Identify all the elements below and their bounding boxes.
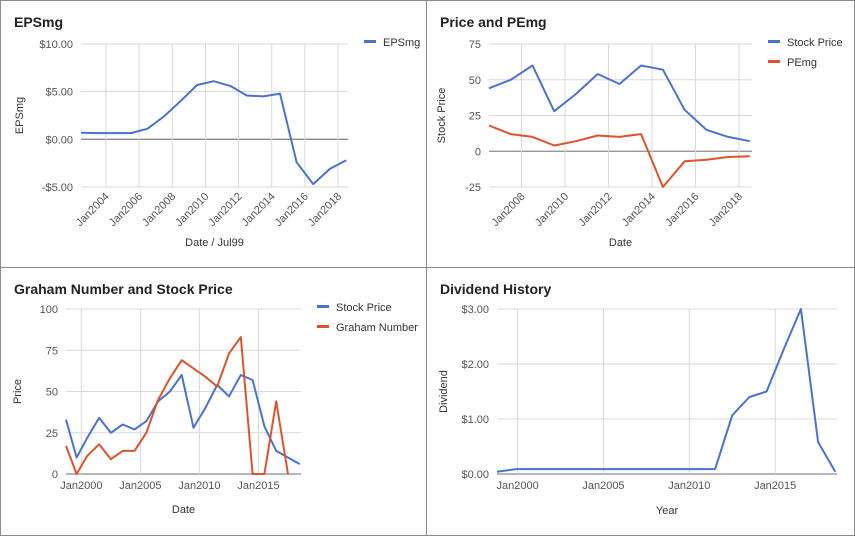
x-tick-label: Jan2014 — [620, 191, 658, 229]
x-tick-label: Jan2010 — [178, 480, 220, 492]
x-tick-label: Jan2016 — [663, 191, 701, 229]
series-line — [65, 374, 301, 465]
legend-label: Stock Price — [787, 37, 843, 49]
chart-panel-eps: EPSmg -$5.00 $0.00 $5.00 $10.00 Jan2004 Jan20… — [0, 0, 427, 268]
x-axis-title: Date — [172, 504, 195, 516]
y-axis-title: EPSmg — [14, 97, 26, 134]
chart-title: Dividend History — [440, 281, 552, 297]
y-tick-label: 50 — [46, 387, 58, 399]
x-axis-title: Date — [609, 237, 632, 249]
x-tick-label: Jan2006 — [107, 191, 145, 229]
x-tick-label: Jan2004 — [74, 191, 112, 229]
y-tick-label: $0.00 — [461, 469, 489, 481]
y-tick-label: -25 — [465, 182, 481, 194]
chart-title: Price and PEmg — [440, 14, 547, 30]
y-tick-label: $1.00 — [461, 414, 489, 426]
x-tick-label: Jan2005 — [582, 480, 624, 492]
y-tick-label: 75 — [46, 345, 58, 357]
x-tick-label: Jan2000 — [60, 480, 102, 492]
x-tick-label: Jan2008 — [489, 191, 527, 229]
y-tick-label: 25 — [469, 111, 481, 123]
x-tick-label: Jan2012 — [576, 191, 614, 229]
legend-label: PEmg — [787, 57, 817, 69]
legend-swatch — [768, 60, 780, 63]
x-tick-label: Jan2018 — [306, 191, 344, 229]
chart-svg-graham: 0 25 50 75 100 Jan2000 Jan2005 Jan2010 Jan2015 Da… — [12, 302, 418, 516]
y-tick-label: $5.00 — [45, 87, 73, 99]
legend-label: Stock Price — [336, 302, 392, 314]
series-line — [488, 124, 750, 188]
x-tick-label: Jan2000 — [496, 480, 538, 492]
legend-swatch — [317, 325, 329, 328]
legend-swatch — [364, 40, 376, 43]
x-axis-title: Year — [656, 505, 679, 517]
y-axis-title: Price — [12, 379, 24, 404]
x-tick-label: Jan2015 — [754, 480, 796, 492]
x-tick-label: Jan2010 — [173, 191, 211, 229]
y-axis-title: Dividend — [438, 370, 450, 413]
legend-label: EPSmg — [383, 37, 420, 49]
x-tick-label: Jan2014 — [239, 191, 277, 229]
chart-svg-dividend: $0.00 $1.00 $2.00 $3.00 Jan2000 Jan2005 Jan201… — [438, 304, 837, 517]
series-line — [80, 80, 347, 186]
x-tick-label: Jan2012 — [206, 191, 244, 229]
y-tick-label: $0.00 — [45, 134, 73, 146]
legend-swatch — [768, 40, 780, 43]
y-tick-label: $10.00 — [39, 39, 73, 51]
x-tick-label: Jan2018 — [707, 191, 745, 229]
x-tick-label: Jan2010 — [533, 191, 571, 229]
series-line — [488, 64, 750, 143]
x-axis-title: Date / Jul99 — [185, 237, 244, 249]
chart-title: Graham Number and Stock Price — [14, 281, 233, 297]
chart-panel-price-pe: Price and PEmg -25 0 25 50 75 Jan2008 Jan2010 J… — [426, 0, 855, 268]
series-line — [65, 336, 289, 475]
x-tick-label: Jan2005 — [119, 480, 161, 492]
y-tick-label: $3.00 — [461, 304, 489, 316]
x-tick-label: Jan2008 — [140, 191, 178, 229]
x-tick-label: Jan2015 — [237, 480, 279, 492]
y-tick-label: 75 — [469, 39, 481, 51]
legend-swatch — [317, 305, 329, 308]
y-tick-label: -$5.00 — [42, 182, 73, 194]
y-tick-label: 0 — [52, 469, 58, 481]
chart-panel-graham: Graham Number and Stock Price 0 25 50 75 100… — [0, 267, 427, 536]
x-tick-label: Jan2016 — [273, 191, 311, 229]
x-tick-label: Jan2010 — [668, 480, 710, 492]
chart-panel-dividend: Dividend History $0.00 $1.00 $2.00 $3.00 Jan… — [426, 267, 855, 536]
chart-title: EPSmg — [14, 14, 64, 30]
legend-label: Graham Number — [336, 322, 418, 334]
y-tick-label: 0 — [475, 146, 481, 158]
series-line — [496, 308, 837, 473]
y-tick-label: 25 — [46, 428, 58, 440]
y-axis-title: Stock Price — [436, 88, 448, 144]
y-tick-label: $2.00 — [461, 359, 489, 371]
y-tick-label: 100 — [40, 304, 58, 316]
chart-svg-eps: -$5.00$0.00$5.00$10.00Jan2004Jan2006Jan2… — [14, 37, 420, 249]
y-tick-label: 50 — [469, 75, 481, 87]
